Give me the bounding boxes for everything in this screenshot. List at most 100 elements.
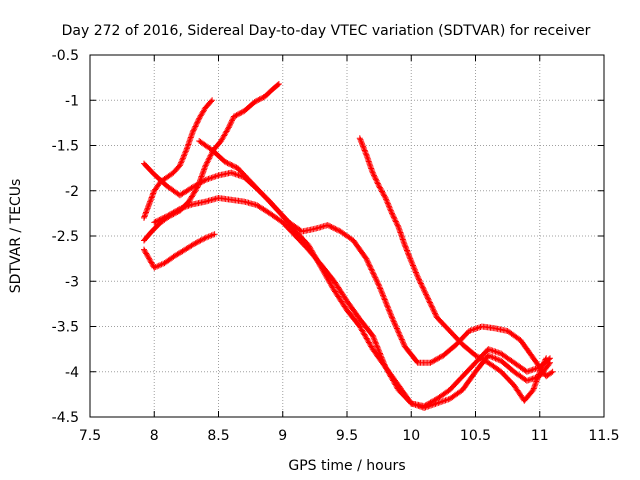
data-point <box>417 362 419 364</box>
data-point <box>253 101 256 103</box>
data-point <box>314 228 316 230</box>
x-axis-label: GPS time / hours <box>288 458 405 474</box>
data-point <box>423 407 425 409</box>
data-point <box>352 239 354 242</box>
data-point <box>269 212 271 214</box>
data-point <box>449 389 451 391</box>
data-point <box>404 244 406 246</box>
data-point <box>188 201 190 203</box>
data-point <box>264 96 266 98</box>
data-point <box>194 242 196 244</box>
y-tick-label: -1 <box>65 93 79 109</box>
series-track-6 <box>151 195 553 411</box>
data-point <box>179 208 181 210</box>
data-point <box>417 276 419 278</box>
data-point <box>295 230 297 233</box>
data-point <box>185 149 187 151</box>
data-point <box>237 167 239 169</box>
data-series <box>141 81 556 411</box>
data-point <box>429 362 432 364</box>
data-point <box>166 176 168 178</box>
data-point <box>385 366 387 368</box>
data-point <box>153 221 155 223</box>
data-point <box>192 186 194 188</box>
data-point <box>436 402 438 404</box>
data-point <box>526 380 528 382</box>
data-point <box>307 244 309 246</box>
data-point <box>143 217 145 219</box>
data-point <box>523 400 525 402</box>
chart-title: Day 272 of 2016, Sidereal Day-to-day VTE… <box>62 23 591 39</box>
data-point <box>474 371 477 373</box>
data-point <box>346 300 348 302</box>
data-point <box>468 330 470 332</box>
data-point <box>184 249 186 251</box>
data-point <box>153 267 155 269</box>
data-point <box>378 185 380 187</box>
data-point <box>275 208 277 210</box>
data-point <box>372 348 374 350</box>
data-point <box>166 215 168 217</box>
data-point <box>192 131 194 133</box>
data-point <box>230 199 232 201</box>
series-track-1 <box>141 97 216 221</box>
data-point <box>327 224 329 226</box>
data-point <box>220 140 222 142</box>
data-point <box>500 371 502 373</box>
data-point <box>228 126 230 128</box>
data-point <box>359 318 361 320</box>
data-point <box>462 375 464 377</box>
data-point <box>143 163 145 165</box>
data-point <box>224 161 226 163</box>
data-point <box>519 339 522 341</box>
data-point <box>192 203 194 205</box>
series-track-7 <box>356 135 550 404</box>
x-tick-label: 11.5 <box>588 428 619 444</box>
data-point <box>153 173 155 176</box>
x-tick-label: 10 <box>402 428 420 444</box>
data-point <box>462 389 464 391</box>
data-point <box>217 174 220 176</box>
data-point <box>487 348 489 350</box>
data-point <box>205 106 207 109</box>
data-point <box>378 285 380 287</box>
data-point <box>442 354 444 357</box>
x-tick-label: 9.5 <box>336 428 358 444</box>
data-point <box>271 88 274 90</box>
data-point <box>205 164 207 166</box>
y-axis-label: SDTVAR / TECUs <box>8 179 24 294</box>
data-point <box>359 325 361 328</box>
data-point <box>163 262 166 264</box>
data-point <box>372 335 374 337</box>
data-point <box>391 212 393 214</box>
data-point <box>359 137 361 139</box>
data-point <box>282 221 284 223</box>
data-point <box>539 371 541 373</box>
y-tick-label: -3.5 <box>52 320 79 336</box>
y-tick-label: -4.5 <box>52 410 79 426</box>
data-point <box>526 371 528 373</box>
data-point <box>513 371 515 373</box>
data-point <box>198 117 200 119</box>
data-point <box>513 384 515 386</box>
data-point <box>243 201 245 203</box>
data-point <box>198 140 200 142</box>
y-tick-label: -2 <box>65 184 79 200</box>
data-point <box>385 197 387 199</box>
series-track-3 <box>141 160 553 410</box>
data-point <box>153 190 155 192</box>
data-point <box>487 354 489 357</box>
data-point <box>552 371 554 373</box>
data-point <box>256 204 258 206</box>
data-point <box>481 325 483 328</box>
data-point <box>462 344 464 346</box>
data-point <box>278 83 280 85</box>
data-point <box>179 194 181 196</box>
data-point <box>494 327 496 329</box>
data-point <box>365 154 367 156</box>
data-point <box>474 362 477 364</box>
data-point <box>532 389 534 391</box>
data-point <box>307 249 309 251</box>
data-point <box>205 179 207 181</box>
